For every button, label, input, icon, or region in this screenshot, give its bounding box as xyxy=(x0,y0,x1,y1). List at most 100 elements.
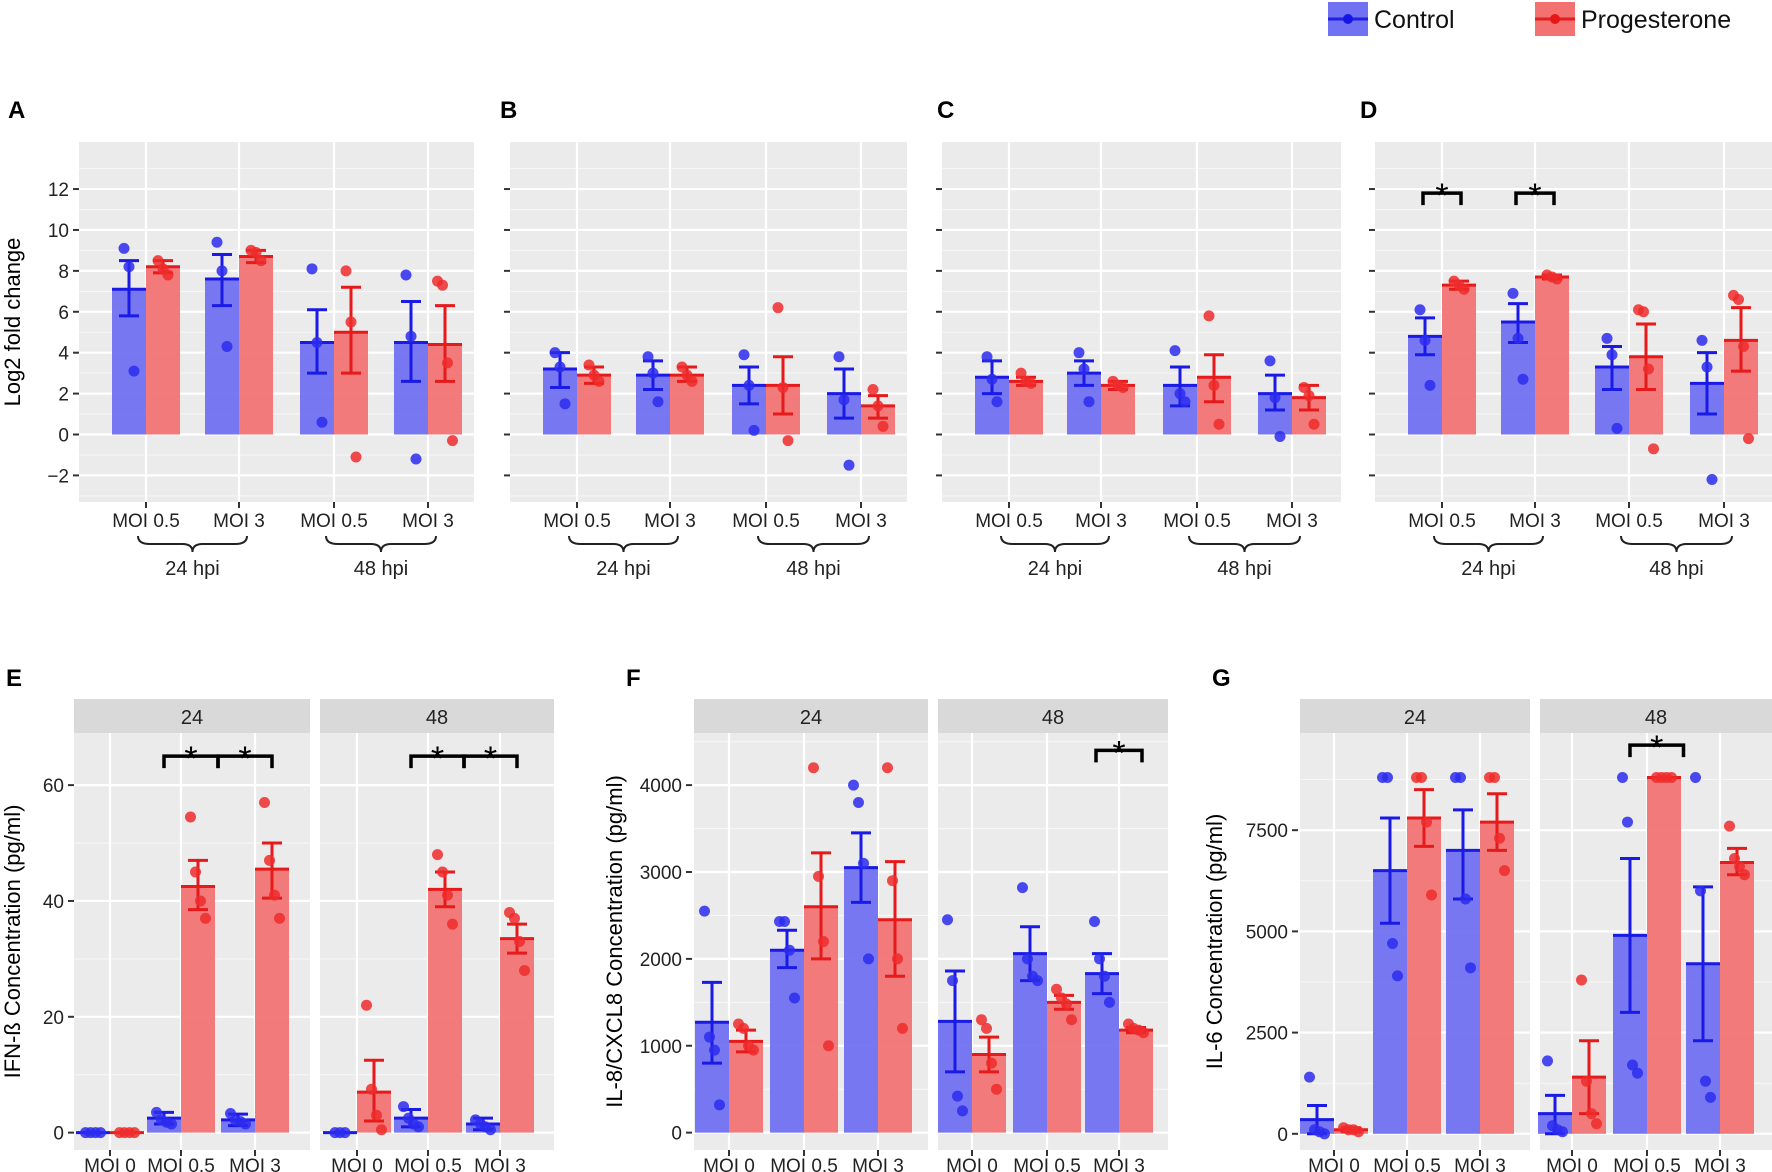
significance-bracket xyxy=(216,754,274,769)
data-point-progesterone xyxy=(892,953,903,965)
x-tick-label: MOI 3 xyxy=(835,511,887,532)
y-tick-label: 0 xyxy=(58,426,69,447)
data-point-control xyxy=(1169,345,1181,357)
y-tick-label: 5000 xyxy=(1246,922,1288,943)
data-point-progesterone xyxy=(1494,832,1505,844)
data-point-control xyxy=(1512,332,1524,344)
legend-label-control: Control xyxy=(1374,6,1455,34)
data-point-progesterone xyxy=(1666,772,1677,784)
data-point-progesterone xyxy=(808,762,819,774)
data-point-progesterone xyxy=(986,1057,997,1069)
data-point-control xyxy=(833,351,845,363)
data-point-progesterone xyxy=(200,912,211,924)
x-tick-label: MOI 0.5 xyxy=(147,1156,215,1172)
data-point-progesterone xyxy=(782,435,794,447)
data-point-progesterone xyxy=(1298,381,1310,393)
group-brace xyxy=(1620,535,1733,553)
bar-progesterone-1 xyxy=(670,375,704,435)
data-point-progesterone xyxy=(1061,998,1072,1010)
data-point-control xyxy=(1382,772,1393,784)
panel-b: B MOI 0.5 MOI 3 MOI 0.5 MOI 3 24 hpi 48 hpi xyxy=(500,97,907,580)
group-label: 24 hpi xyxy=(1028,558,1083,580)
y-tick-label: 40 xyxy=(43,892,64,913)
bar-progesterone-0 xyxy=(146,266,180,435)
data-point-control xyxy=(1606,349,1618,361)
data-point-control xyxy=(714,1099,725,1111)
data-point-control xyxy=(652,396,664,408)
y-tick-label: 2000 xyxy=(640,950,682,971)
data-point-control xyxy=(981,351,993,363)
data-point-progesterone xyxy=(1051,983,1062,995)
y-tick-label: 0 xyxy=(53,1124,64,1145)
data-point-control xyxy=(166,1118,177,1130)
bar-progesterone-1 xyxy=(1407,818,1441,1134)
data-point-progesterone xyxy=(1581,1075,1592,1087)
x-tick-label: MOI 3 xyxy=(852,1156,904,1172)
data-point-control xyxy=(1099,970,1110,982)
x-tick-label: MOI 3 xyxy=(1509,511,1561,532)
y-tick-label: 3000 xyxy=(640,863,682,884)
data-point-control xyxy=(1392,970,1403,982)
x-tick-label: MOI 3 xyxy=(402,511,454,532)
data-point-control xyxy=(316,416,328,428)
facet-strip xyxy=(320,699,554,733)
y-axis-title: Log2 fold change xyxy=(0,238,25,407)
data-point-progesterone xyxy=(813,870,824,882)
data-point-control xyxy=(1269,392,1281,404)
data-point-progesterone xyxy=(823,1040,834,1052)
data-point-control xyxy=(554,361,566,373)
data-point-control xyxy=(1274,431,1286,443)
data-point-progesterone xyxy=(872,400,884,412)
x-tick-label: MOI 0.5 xyxy=(1013,1156,1081,1172)
group-label: 24 hpi xyxy=(1461,558,1516,580)
data-point-progesterone xyxy=(350,451,362,463)
data-point-control xyxy=(863,953,874,965)
data-point-progesterone xyxy=(366,1083,377,1095)
data-point-progesterone xyxy=(514,936,525,947)
x-tick-label: MOI 0 xyxy=(703,1156,755,1172)
data-point-progesterone xyxy=(686,375,698,387)
panel-letter-c: C xyxy=(937,97,954,124)
data-point-control xyxy=(221,341,233,353)
data-point-progesterone xyxy=(371,1109,382,1121)
data-point-progesterone xyxy=(269,889,280,901)
data-point-progesterone xyxy=(1729,853,1740,865)
panel-letter-f: F xyxy=(626,665,641,692)
x-tick-label: MOI 3 xyxy=(644,511,696,532)
facet-strip xyxy=(1300,699,1530,733)
data-point-control xyxy=(642,351,654,363)
data-point-progesterone xyxy=(1015,367,1027,379)
panel-c: C MOI 0.5 MOI 3 MOI 0.5 MOI 3 24 hpi 48 hpi xyxy=(936,97,1341,580)
data-point-progesterone xyxy=(1303,390,1315,402)
data-point-control xyxy=(1455,772,1466,784)
data-point-control xyxy=(306,263,318,275)
y-tick-label: 8 xyxy=(58,262,69,283)
bar-progesterone-1 xyxy=(1047,1002,1081,1133)
data-point-progesterone xyxy=(772,302,784,314)
data-point-progesterone xyxy=(442,357,453,369)
data-point-control xyxy=(848,779,859,791)
data-point-progesterone xyxy=(345,316,357,328)
significance-star: * xyxy=(184,740,197,778)
x-tick-label: MOI 0.5 xyxy=(1595,511,1663,532)
data-point-progesterone xyxy=(129,1127,140,1139)
facet-48: 48* MOI 0 MOI 0.5 MOI 3 xyxy=(1538,699,1772,1172)
y-tick-label: 1000 xyxy=(640,1037,682,1058)
data-point-control xyxy=(1078,363,1090,375)
data-point-progesterone xyxy=(195,895,206,907)
data-point-control xyxy=(1507,287,1519,299)
data-point-progesterone xyxy=(185,811,196,823)
x-tick-label: MOI 3 xyxy=(1698,511,1750,532)
panel-d: D * * MOI 0.5 MOI 3 MOI 0.5 MOI 3 24 hpi 48 hpi xyxy=(1360,97,1772,580)
data-point-progesterone xyxy=(1551,273,1563,285)
group-label: 48 hpi xyxy=(1649,558,1704,580)
panel-g: G 24 MOI 0 MOI 0.5 MOI 3 48* MOI 0 MOI 0.5 MOI 3… xyxy=(1202,665,1772,1172)
x-tick-label: MOI 0.5 xyxy=(770,1156,838,1172)
data-point-progesterone xyxy=(152,255,164,267)
data-point-progesterone xyxy=(1733,294,1744,305)
data-point-progesterone xyxy=(432,849,443,861)
data-point-progesterone xyxy=(1421,816,1432,828)
facet-strip-label: 48 xyxy=(1645,707,1667,729)
y-axis-title: IL-8/CXCL8 Concentration (pg/ml) xyxy=(602,775,627,1108)
group-label: 24 hpi xyxy=(165,558,220,580)
